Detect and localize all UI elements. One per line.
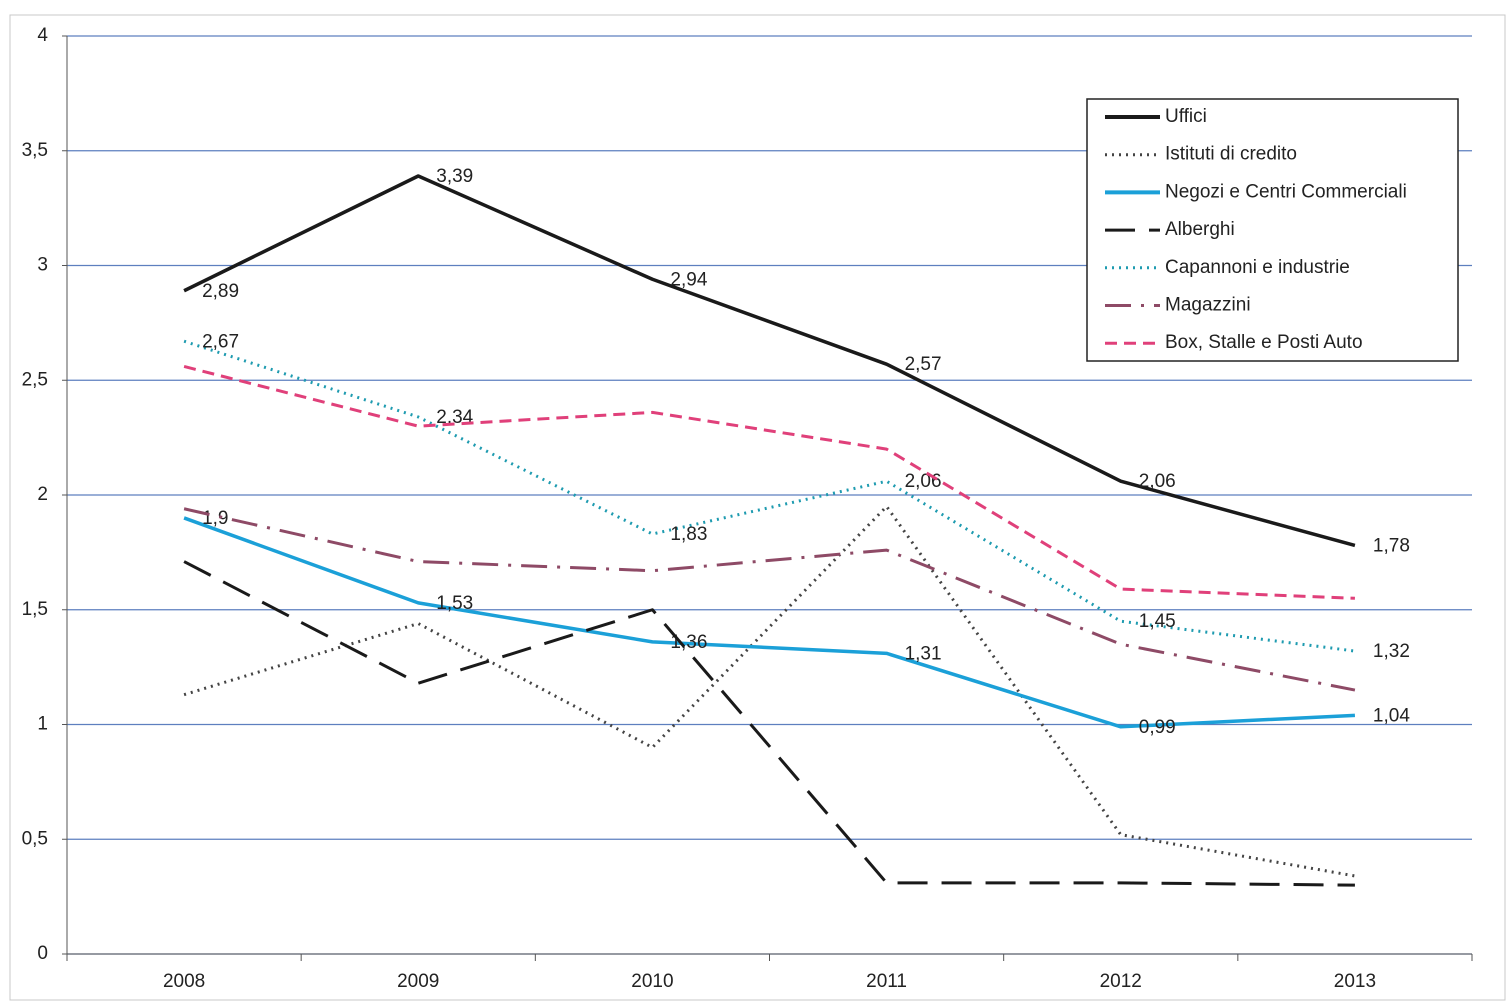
x-tick-label: 2010 xyxy=(631,971,673,992)
y-tick-label: 3 xyxy=(37,255,48,276)
data-label: 3,39 xyxy=(436,166,473,187)
y-tick-label: 0,5 xyxy=(22,828,48,849)
data-label: 1,04 xyxy=(1373,705,1410,726)
y-tick-label: 4 xyxy=(37,25,48,46)
data-label: 2,89 xyxy=(202,281,239,302)
data-label: 2,57 xyxy=(905,354,942,375)
data-label: 1,9 xyxy=(202,508,228,529)
data-label: 1,36 xyxy=(670,632,707,653)
series-line xyxy=(183,507,1356,692)
data-label: 2,34 xyxy=(436,407,473,428)
legend-label: Negozi e Centri Commerciali xyxy=(1165,181,1407,202)
data-label: 1,53 xyxy=(436,593,473,614)
y-tick-label: 1 xyxy=(37,714,48,735)
series-line xyxy=(183,365,1355,600)
data-label: 0,99 xyxy=(1139,717,1176,738)
legend-label: Box, Stalle e Posti Auto xyxy=(1165,332,1363,353)
x-tick-label: 2009 xyxy=(397,971,439,992)
data-label: 2,06 xyxy=(1139,471,1176,492)
x-tick-label: 2012 xyxy=(1100,971,1142,992)
x-tick-label: 2011 xyxy=(866,971,907,992)
legend-label: Uffici xyxy=(1165,106,1207,127)
legend-label: Alberghi xyxy=(1165,219,1235,240)
legend-label: Capannoni e industrie xyxy=(1165,257,1350,278)
y-tick-label: 1,5 xyxy=(22,599,48,620)
y-tick-label: 2 xyxy=(37,484,48,505)
data-label: 2,94 xyxy=(670,269,707,290)
legend-box xyxy=(1086,98,1459,362)
series-line xyxy=(183,560,1355,887)
data-label: 1,78 xyxy=(1373,536,1410,557)
data-label: 1,45 xyxy=(1139,611,1176,632)
chart-border xyxy=(9,14,1506,1001)
data-label: 2,06 xyxy=(905,471,942,492)
data-label: 2,67 xyxy=(202,331,239,352)
y-tick-label: 2,5 xyxy=(22,369,48,390)
legend: Uffici Istituti di credito Negozi e Centri… xyxy=(1086,98,1459,362)
legend-label: Magazzini xyxy=(1165,295,1251,316)
series-line xyxy=(183,516,1356,729)
data-label: 1,32 xyxy=(1373,641,1410,662)
x-tick-label: 2013 xyxy=(1334,971,1376,992)
series-line xyxy=(183,504,1356,878)
y-tick-label: 3,5 xyxy=(22,140,48,161)
x-tick-label: 2008 xyxy=(163,971,205,992)
series-line xyxy=(183,174,1356,548)
data-label: 1,83 xyxy=(670,524,707,545)
legend-label: Istituti di credito xyxy=(1165,144,1297,165)
data-label: 1,31 xyxy=(905,643,942,664)
y-tick-label: 0 xyxy=(37,943,48,964)
